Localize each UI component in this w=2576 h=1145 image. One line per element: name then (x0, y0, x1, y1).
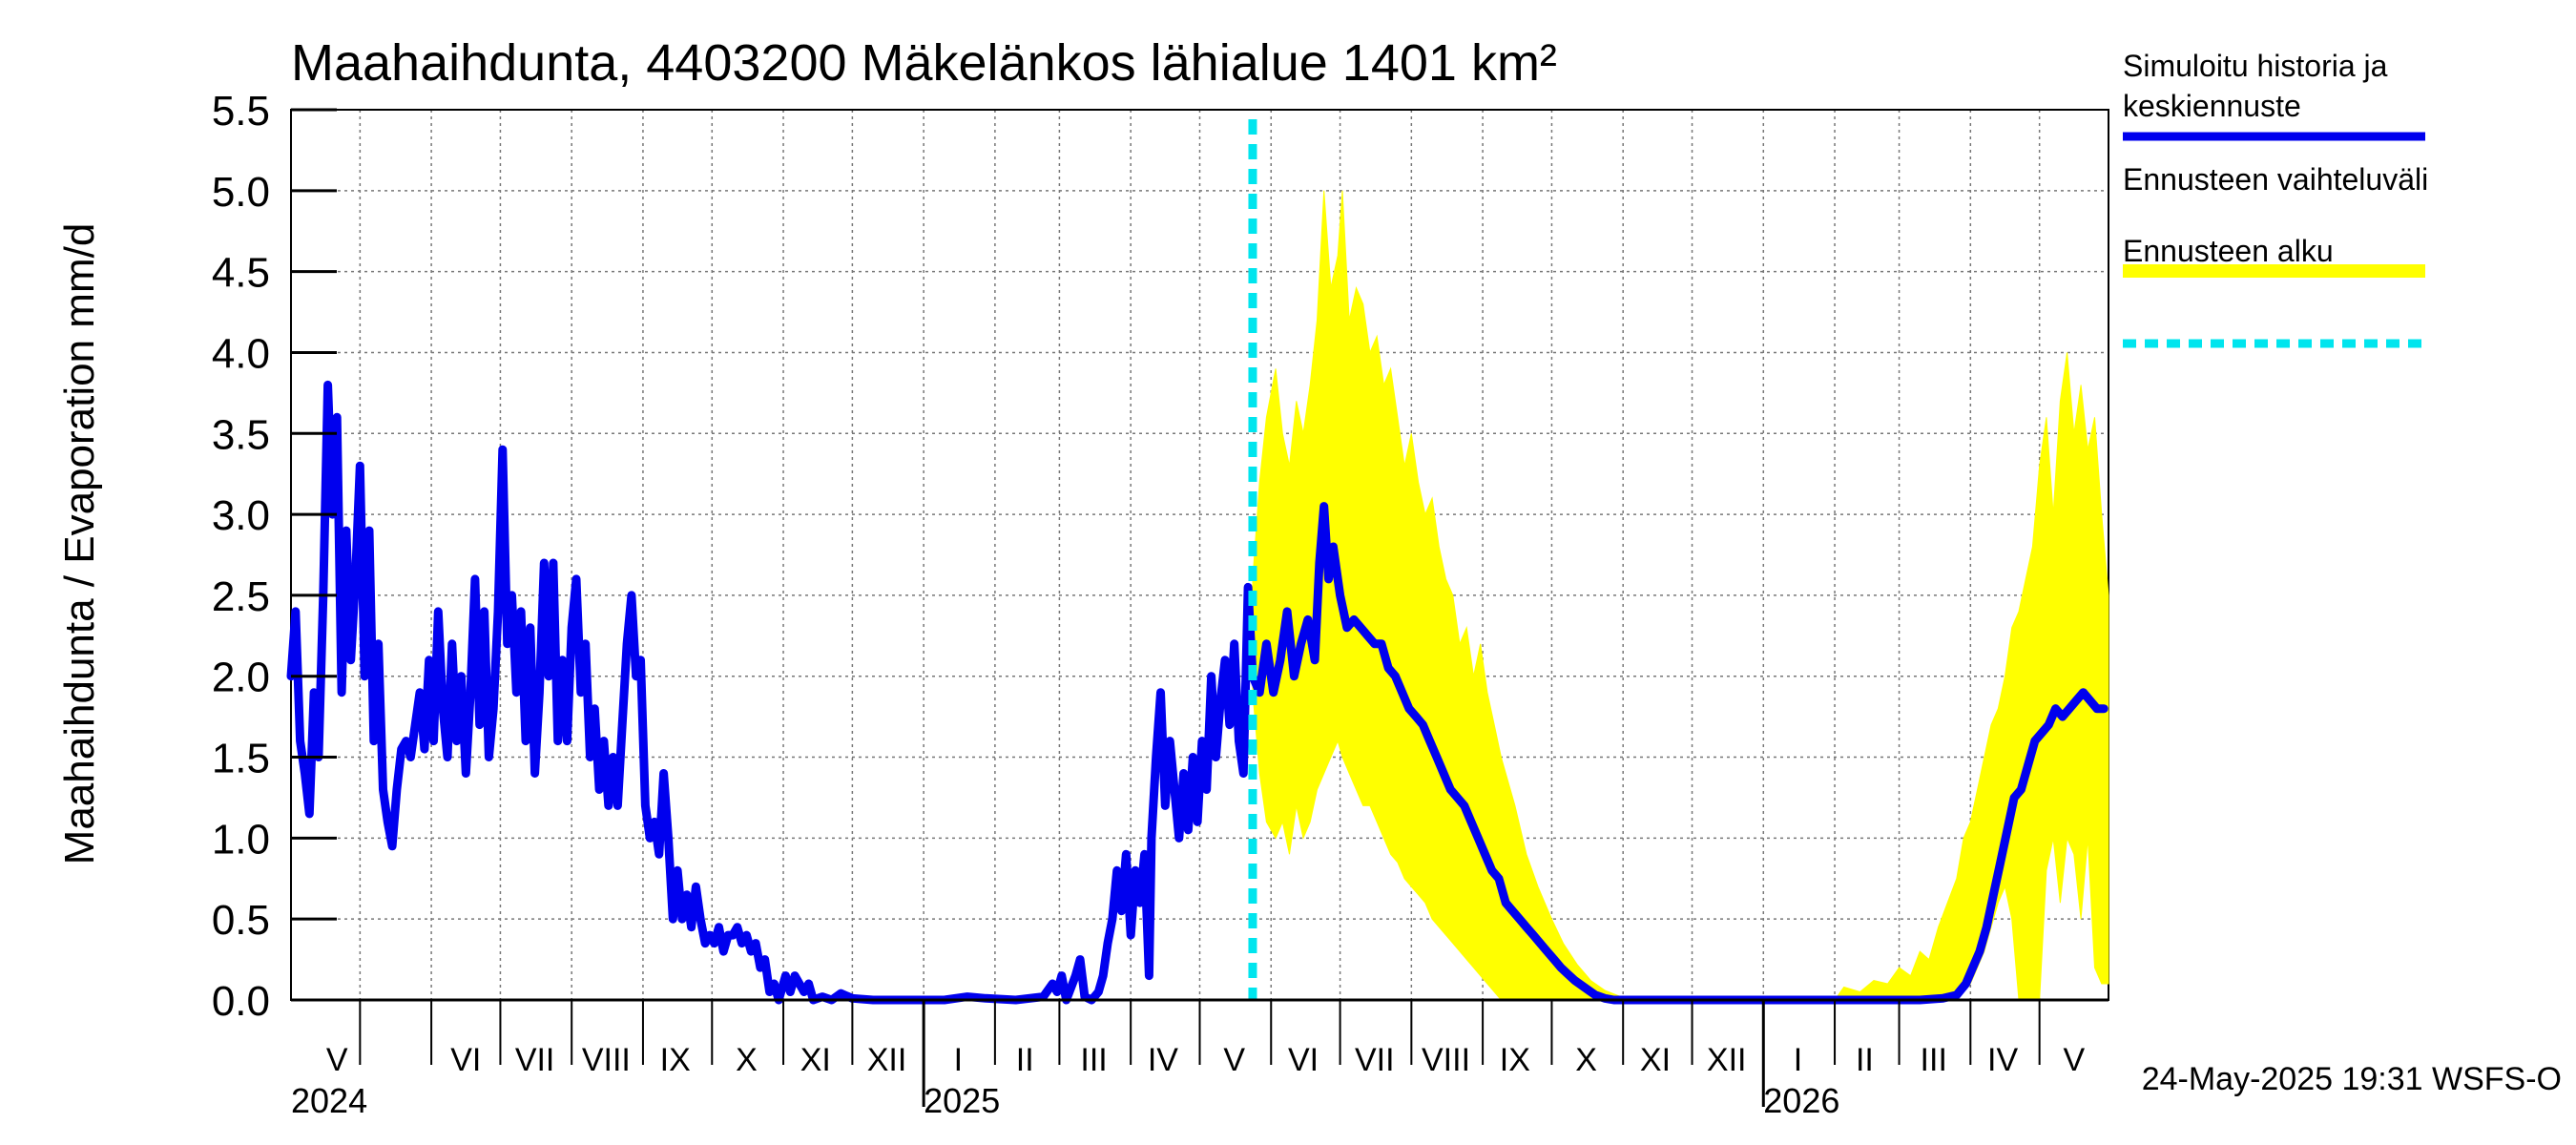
x-month-label: I (1794, 1042, 1802, 1078)
y-tick-label: 5.5 (212, 88, 270, 135)
y-tick-label: 2.0 (212, 655, 270, 701)
x-month-label: IV (1987, 1042, 2018, 1078)
y-tick-label: 1.5 (212, 736, 270, 782)
x-month-label: VII (1355, 1042, 1395, 1078)
x-month-label: XII (1707, 1042, 1747, 1078)
x-month-label: II (1016, 1042, 1034, 1078)
chart-title: Maahaihdunta, 4403200 Mäkelänkos lähialu… (291, 34, 1557, 92)
axes: 0.0 0.5 1.0 1.5 2.0 2.5 3.0 3.5 4.0 4.5 5.0 5.5 2024… (212, 88, 2109, 1120)
y-tick-label: 2.5 (212, 573, 270, 620)
legend-label-mean: keskiennuste (2123, 89, 2301, 123)
x-month-label: VII (515, 1042, 555, 1078)
x-month-label: VIII (582, 1042, 631, 1078)
forecast-range-band (1252, 190, 2109, 1001)
x-month-label: IV (1148, 1042, 1178, 1078)
forecast-band-area (1252, 190, 2109, 1001)
x-month-label: III (1921, 1042, 1947, 1078)
x-month-label: XII (867, 1042, 907, 1078)
x-month-label: V (326, 1042, 348, 1078)
y-tick-label: 1.0 (212, 816, 270, 863)
x-month-label: X (1575, 1042, 1597, 1078)
y-tick-label: 3.5 (212, 411, 270, 458)
x-month-label: X (736, 1042, 758, 1078)
legend-label-mean: Simuloitu historia ja (2123, 49, 2388, 83)
x-month-label: IX (660, 1042, 691, 1078)
x-month-label: VIII (1422, 1042, 1470, 1078)
x-month-label: V (1223, 1042, 1245, 1078)
x-month-label: XI (800, 1042, 831, 1078)
legend-label-band: Ennusteen vaihteluväli (2123, 162, 2428, 197)
y-axis-label: Maahaihdunta / Evaporation mm/d (56, 223, 103, 865)
y-tick-label: 4.5 (212, 250, 270, 297)
y-tick-label: 0.0 (212, 978, 270, 1025)
x-month-label: XI (1640, 1042, 1671, 1078)
x-year-label: 2025 (924, 1081, 1000, 1120)
x-month-label: IX (1500, 1042, 1530, 1078)
grid-lines (290, 109, 2109, 1001)
legend-label-start: Ennusteen alku (2123, 234, 2334, 268)
x-year-label: 2024 (291, 1081, 367, 1120)
legend: Simuloitu historia ja keskiennuste Ennuste… (2123, 49, 2428, 348)
x-month-label: VI (1288, 1042, 1319, 1078)
y-tick-label: 3.0 (212, 492, 270, 539)
y-tick-label: 4.0 (212, 330, 270, 377)
x-month-label: V (2063, 1042, 2085, 1078)
x-month-label: III (1080, 1042, 1107, 1078)
x-year-label: 2026 (1763, 1081, 1839, 1120)
x-month-label: II (1856, 1042, 1874, 1078)
y-tick-label: 5.0 (212, 169, 270, 216)
x-month-label: VI (450, 1042, 481, 1078)
footer-timestamp: 24-May-2025 19:31 WSFS-O (2142, 1061, 2562, 1097)
y-tick-label: 0.5 (212, 897, 270, 944)
x-month-label: I (954, 1042, 963, 1078)
